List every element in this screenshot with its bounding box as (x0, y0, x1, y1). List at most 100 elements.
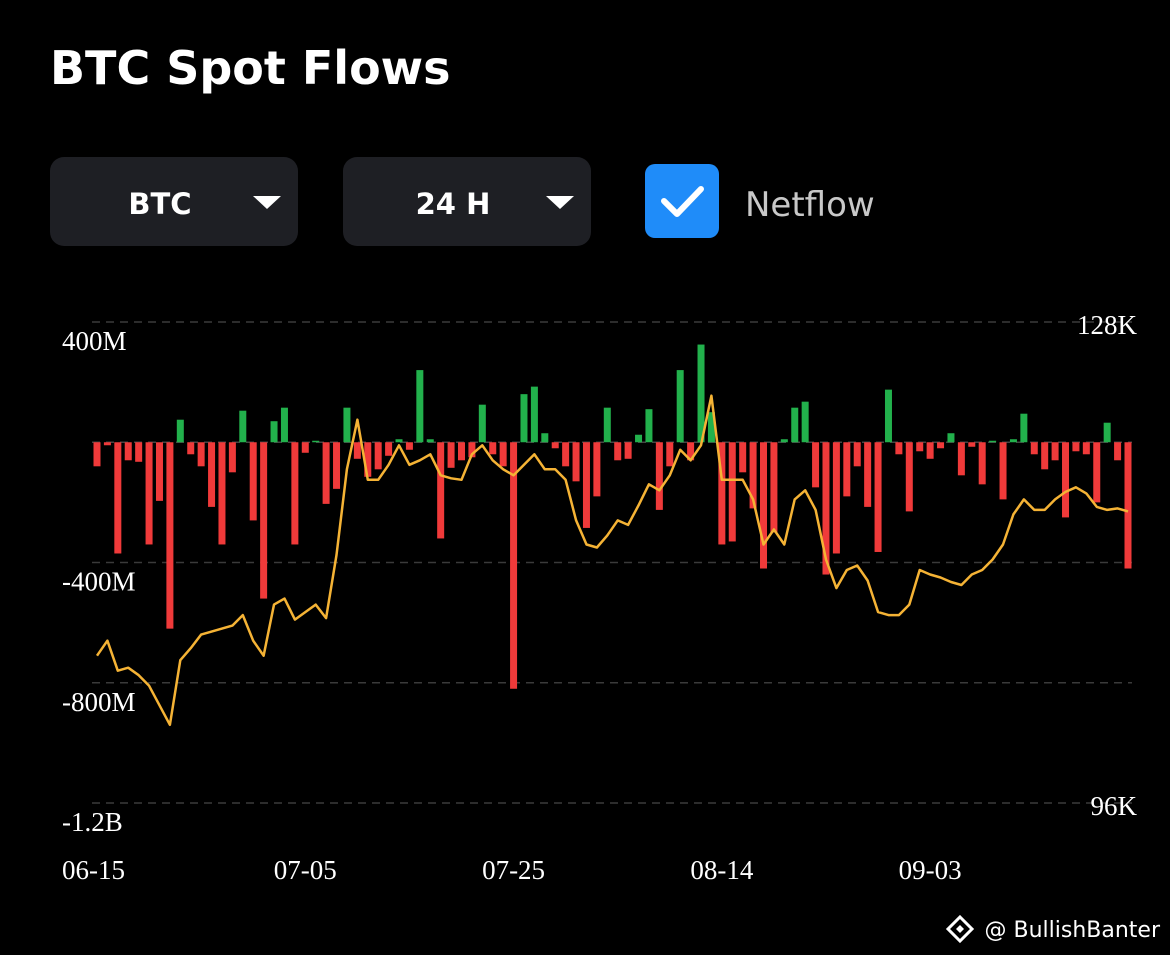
bar (1020, 413, 1028, 443)
bar (874, 442, 882, 552)
page-title: BTC Spot Flows (50, 41, 451, 95)
bar (926, 442, 934, 459)
watermark: @ BullishBanter (985, 918, 1161, 943)
bar (260, 442, 268, 599)
bar (1051, 442, 1059, 461)
bar (280, 407, 288, 443)
bar (655, 442, 663, 510)
bar (884, 389, 892, 443)
bar (426, 439, 434, 443)
bar (416, 370, 424, 443)
bar (510, 442, 518, 689)
coin-value: BTC (128, 187, 191, 221)
checkmark (661, 186, 704, 217)
interval-dropdown[interactable] (343, 157, 591, 246)
bar (822, 442, 830, 575)
bar (1041, 442, 1049, 470)
bar (93, 442, 101, 467)
bar (1009, 439, 1017, 443)
bar (197, 442, 205, 467)
bar (520, 394, 528, 443)
bar (614, 442, 622, 461)
y-tick-label: 400M (62, 326, 127, 356)
bar (1093, 442, 1101, 503)
watermark-icon (945, 914, 975, 944)
bar (645, 409, 653, 443)
x-tick-label: 09-03 (899, 855, 962, 885)
bar (780, 439, 788, 443)
interval-value: 24 H (416, 187, 491, 221)
bar (176, 419, 184, 443)
bar (739, 442, 747, 473)
bar (1103, 422, 1111, 443)
bar (166, 442, 174, 629)
bar (937, 442, 945, 449)
bar (114, 442, 122, 554)
bar (499, 442, 507, 467)
bar (385, 442, 393, 456)
bar (864, 442, 872, 507)
y-tick-label: -800M (62, 687, 136, 717)
bar (322, 442, 330, 504)
bar (812, 442, 820, 488)
bar (270, 421, 278, 443)
bar (562, 442, 570, 467)
bar (437, 442, 445, 539)
bar (707, 412, 715, 443)
bar (541, 433, 549, 443)
bar (749, 442, 757, 509)
bar (135, 442, 143, 462)
netflow-checkbox[interactable] (645, 164, 719, 238)
bar (947, 433, 955, 443)
bar (791, 407, 799, 443)
bar (718, 442, 726, 545)
x-tick-label: 06-15 (62, 855, 125, 885)
bar (145, 442, 153, 545)
bar (666, 442, 674, 467)
bar (572, 442, 580, 482)
bar (333, 442, 341, 489)
x-tick-label: 08-14 (690, 855, 753, 885)
y2-tick-label: 128K (1077, 310, 1138, 340)
bar (457, 442, 465, 461)
bar (124, 442, 132, 461)
bar (249, 442, 257, 521)
bar (905, 442, 913, 512)
bar (1082, 442, 1090, 455)
bar (1072, 442, 1080, 452)
netflow-label[interactable]: Netflow (745, 185, 875, 225)
dropdown-arrow (546, 196, 574, 209)
bar (551, 442, 559, 449)
bar (603, 407, 611, 443)
bar (1062, 442, 1070, 518)
bar (468, 442, 476, 458)
bar (770, 442, 778, 533)
dropdown-arrow (253, 196, 281, 209)
bar (1114, 442, 1122, 461)
bar (687, 442, 695, 461)
bar (582, 442, 590, 528)
bar (832, 442, 840, 554)
bar (239, 410, 247, 443)
bar (405, 442, 413, 450)
bar (895, 442, 903, 455)
bar (968, 442, 976, 447)
coin-dropdown[interactable] (50, 157, 298, 246)
bar (353, 442, 361, 459)
x-tick-label: 07-25 (482, 855, 545, 885)
bar (343, 407, 351, 443)
bar (301, 442, 309, 453)
bar (530, 386, 538, 443)
bar (728, 442, 736, 542)
bar (291, 442, 299, 545)
bar (208, 442, 216, 507)
bar (489, 442, 497, 455)
bar (374, 442, 382, 470)
bar (447, 442, 455, 468)
bar (312, 440, 320, 443)
bar (978, 442, 986, 485)
bar (957, 442, 965, 476)
bar (1030, 442, 1038, 455)
bar (478, 404, 486, 443)
